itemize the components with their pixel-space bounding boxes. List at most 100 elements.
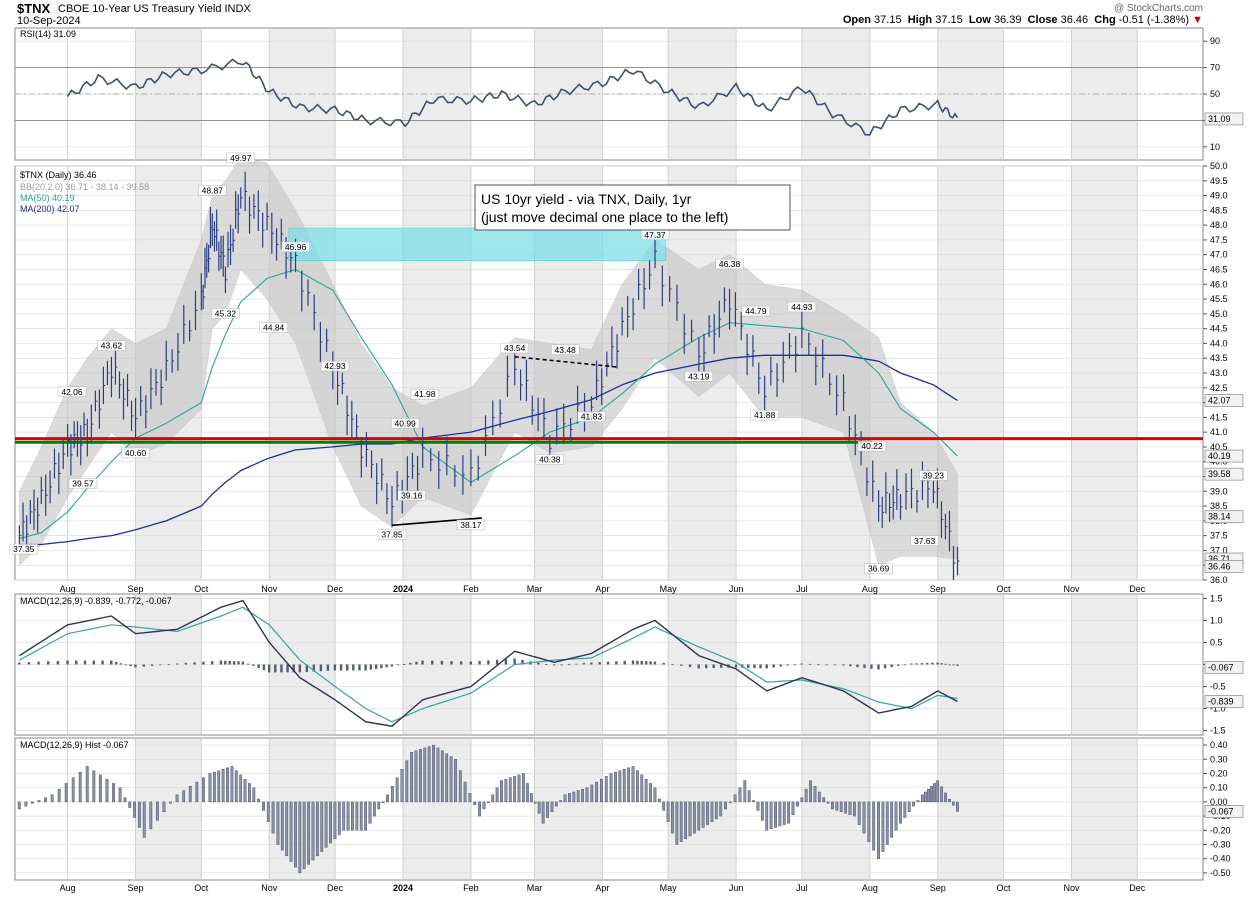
price-tick-label: 37.0 [1210,545,1228,555]
price-right-label: 39.58 [1208,469,1231,479]
price-tick-label: 46.5 [1210,265,1228,275]
peak-label-box [121,447,150,459]
hist-bar [508,777,512,803]
peak-label-box [750,409,779,421]
x-axis-month-label: Sep [930,584,946,594]
peak-label: 40.22 [861,441,883,451]
x-axis-month-label-bottom: Aug [60,883,76,893]
hist-bar [899,801,902,824]
hist-bar [930,786,933,803]
peak-label: 42.06 [61,387,83,397]
hist-right-label: -0.067 [1208,806,1234,816]
peak-label: 36.69 [868,564,890,574]
hist-bar [50,794,54,803]
hist-bar [128,801,132,808]
hist-bar [640,774,644,803]
macd-hist-bar [210,661,214,665]
macd-tick-label: 1.5 [1210,593,1223,603]
price-tick-label: 42.5 [1210,383,1228,393]
x-axis-month-label: Jul [796,584,808,594]
macd-hist-bar [352,664,355,671]
macd-hist-bar [66,660,69,665]
annotation-box [474,184,791,231]
hist-bar [405,760,409,803]
x-axis-month-label-bottom: Nov [261,883,278,893]
hist-bar [454,759,457,803]
hist-bar [491,794,495,803]
macd-hist-bar [450,661,453,665]
close-value: 36.46 [1060,14,1089,26]
x-axis-month-label-bottom: May [660,883,678,893]
x-axis-month-label-bottom: Feb [463,883,479,893]
hist-tick-label: -0.30 [1210,840,1231,850]
peak-label-box [535,454,565,465]
hist-bar [98,774,102,803]
price-tick-label: 36.0 [1210,575,1228,585]
hist-bar [390,786,394,803]
rsi-tick-label: 70 [1210,63,1220,73]
peak-label: 43.62 [101,341,123,351]
hist-bar [395,777,399,803]
x-axis-month-label: Sep [128,584,144,594]
macd-hist-bar [142,664,145,667]
ma50-line [19,268,958,540]
hist-bar [266,801,270,822]
macd-hist-bar [567,664,571,666]
macd-hist-bar [779,664,782,667]
hist-bar [329,801,332,844]
hist-bar [844,801,848,814]
x-axis-month-label: Nov [1063,584,1080,594]
month-band [534,739,603,879]
price-tick-label: 50.0 [1210,161,1228,171]
hist-bar [760,801,764,821]
hist-bar [609,773,613,803]
peak-label-box [320,360,350,372]
hist-bar [872,801,876,851]
macd-hist-bar [159,664,162,666]
macd-hist-bar [606,661,610,665]
macd-hist-bar [374,664,378,669]
price-tick-label: 48.0 [1210,220,1228,230]
macd-tick-label: -0.5 [1210,682,1226,692]
hist-bar [175,794,179,803]
price-right-label: 40.19 [1208,451,1231,461]
price-tick-label: 47.0 [1210,250,1228,260]
price-right-label-box [1204,394,1244,407]
macd-hist-bar [915,663,918,665]
hist-bar [410,752,414,803]
hist-bar [31,801,34,804]
macd-hist-bar [92,660,96,665]
peak-label-box [684,371,714,382]
macd-hist-bar [671,664,674,666]
price-tick-label: 48.5 [1210,205,1228,215]
x-axis-month-label: Mar [527,584,543,594]
hist-bar [831,801,834,810]
rsi-tick-label: 10 [1210,142,1220,152]
hist-bar [262,801,265,811]
down-arrow-icon: ▼ [1192,14,1203,26]
peak-label: 46.38 [719,259,741,269]
x-axis-month-label-bottom: 2024 [393,883,413,893]
macd-hist-bar [101,660,104,665]
hist-bar [576,790,580,803]
month-band [135,739,202,879]
hist-bar [333,801,337,840]
hist-bar [230,766,234,803]
hist-bar [513,776,517,803]
peak-label: 46.96 [285,242,307,252]
hist-bar [813,786,817,803]
price-tick-label: 43.5 [1210,353,1228,363]
hist-bar [195,781,199,803]
hist-bar [537,801,541,814]
close-label: Close [1027,14,1058,26]
macd-right-label: -0.839 [1208,696,1234,706]
hist-bar [449,756,453,803]
hist-bar [482,801,486,810]
hist-bar [719,801,723,817]
hist-bar [44,797,47,803]
hist-bar [271,801,275,834]
hist-bar [885,801,889,845]
hist-bar [298,801,302,874]
hist-bar [671,801,674,834]
